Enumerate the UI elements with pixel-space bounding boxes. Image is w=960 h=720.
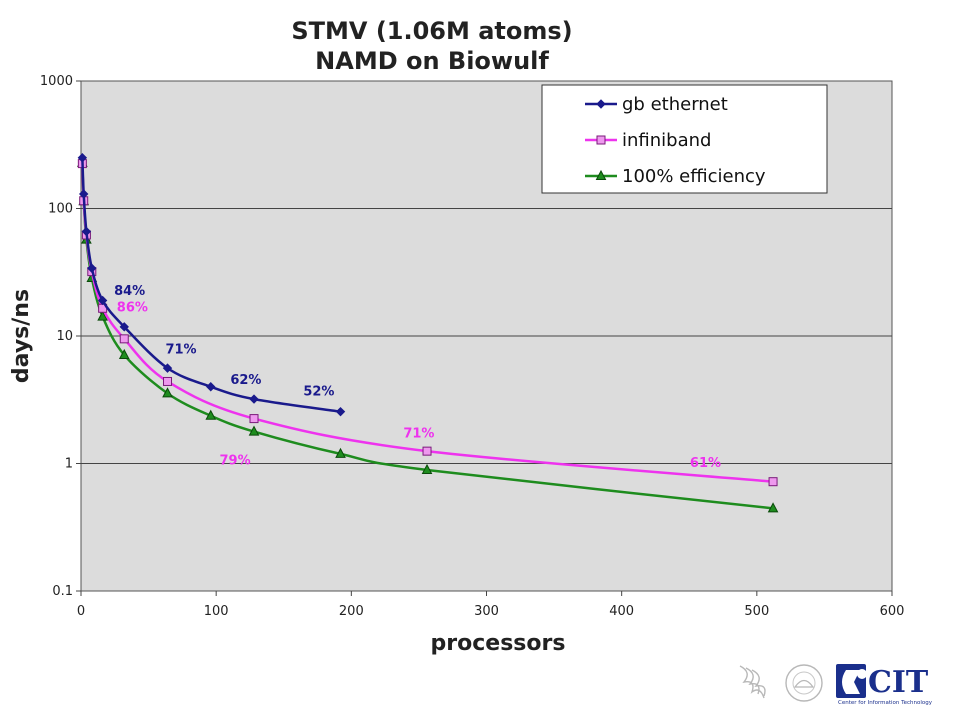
x-tick-label: 200 (339, 604, 364, 619)
data-point (767, 502, 779, 513)
data-point (162, 387, 173, 398)
x-tick-label: 500 (744, 604, 769, 619)
data-point (249, 394, 259, 404)
legend: gb ethernet infiniband 100% efficiency (541, 84, 828, 194)
legend-marker (595, 169, 607, 180)
data-point (768, 477, 778, 487)
series-gb-ethernet (77, 153, 346, 417)
efficiency-label: 62% (230, 373, 261, 388)
data-point (335, 447, 346, 458)
hhs-eagle-icon (739, 665, 766, 699)
nih-seal-icon (785, 664, 823, 702)
data-point (249, 414, 259, 424)
efficiency-label: 84% (114, 284, 145, 299)
x-axis-label: processors (431, 631, 566, 656)
cit-logo-subtitle: Center for Information Technology (838, 700, 933, 706)
y-tick-label: 100 (48, 202, 73, 217)
y-tick-label: 1 (65, 457, 73, 472)
annotations-layer: 84% 86% 71% 62% 52% 79% 71% 61% (114, 284, 721, 471)
legend-items: gb ethernet infiniband 100% efficiency (585, 94, 766, 187)
data-point (119, 334, 129, 344)
data-point (206, 382, 216, 392)
efficiency-label: 61% (690, 456, 721, 471)
legend-label: 100% efficiency (622, 166, 766, 187)
data-point (97, 310, 108, 321)
x-axis-ticks: 0 100 200 300 400 500 600 (77, 591, 905, 619)
efficiency-label: 86% (117, 301, 148, 316)
legend-marker (596, 135, 606, 145)
y-axis-label: days/ns (9, 289, 34, 383)
x-tick-label: 400 (609, 604, 634, 619)
chart-title-line1: STMV (1.06M atoms) (291, 17, 572, 45)
data-point (97, 295, 108, 306)
x-tick-label: 100 (204, 604, 229, 619)
data-point (78, 189, 89, 199)
data-point (421, 463, 433, 474)
y-tick-label: 10 (56, 329, 73, 344)
cit-logo: CIT Center for Information Technology (836, 664, 933, 706)
data-point (81, 226, 92, 237)
gridlines (81, 208, 892, 464)
y-tick-label: 0.1 (52, 584, 73, 599)
data-point (119, 322, 129, 332)
footer-logos: CIT Center for Information Technology (732, 660, 942, 710)
data-point (162, 363, 173, 373)
data-point (87, 263, 97, 273)
y-tick-label: 1000 (40, 74, 73, 89)
data-point (422, 446, 432, 456)
legend-label: infiniband (622, 130, 711, 151)
x-tick-label: 0 (77, 604, 85, 619)
efficiency-label: 71% (165, 342, 196, 357)
cit-logo-text: CIT (868, 665, 929, 700)
data-point (163, 376, 173, 386)
series-layer (77, 153, 779, 513)
data-point (205, 409, 217, 420)
data-point (248, 425, 260, 436)
data-point (77, 153, 88, 163)
data-point (118, 348, 130, 359)
series-line (81, 157, 341, 413)
data-point (335, 406, 346, 417)
y-axis-ticks: 0.1 1 10 100 1000 (40, 74, 81, 599)
x-tick-label: 600 (880, 604, 905, 619)
x-tick-label: 300 (474, 604, 499, 619)
legend-label: gb ethernet (622, 94, 728, 115)
efficiency-label: 52% (303, 385, 334, 400)
efficiency-label: 79% (220, 454, 251, 469)
efficiency-label: 71% (403, 426, 434, 441)
chart-title-line2: NAMD on Biowulf (315, 47, 549, 75)
legend-marker (596, 99, 606, 109)
